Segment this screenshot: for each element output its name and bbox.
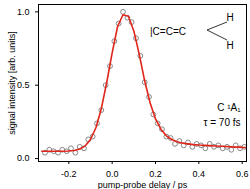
svg-text:τ = 70 fs: τ = 70 fs: [203, 117, 240, 128]
svg-text:|C=C=C: |C=C=C: [150, 26, 186, 37]
svg-text:0.5: 0.5: [17, 80, 30, 90]
svg-text:pump-probe delay / ps: pump-probe delay / ps: [98, 180, 188, 189]
svg-text:signal intensity [arb. units]: signal intensity [arb. units]: [7, 31, 17, 135]
svg-text:-0.2: -0.2: [61, 169, 77, 179]
svg-text:H: H: [226, 40, 233, 51]
svg-text:0.6: 0.6: [236, 169, 249, 179]
svg-text:0.4: 0.4: [193, 169, 206, 179]
svg-text:0.0: 0.0: [17, 153, 30, 163]
svg-text:C ¹A₁: C ¹A₁: [217, 102, 241, 113]
svg-text:0.2: 0.2: [149, 169, 162, 179]
svg-text:1.0: 1.0: [17, 7, 30, 17]
svg-text:0.0: 0.0: [106, 169, 119, 179]
svg-text:H: H: [226, 12, 233, 23]
